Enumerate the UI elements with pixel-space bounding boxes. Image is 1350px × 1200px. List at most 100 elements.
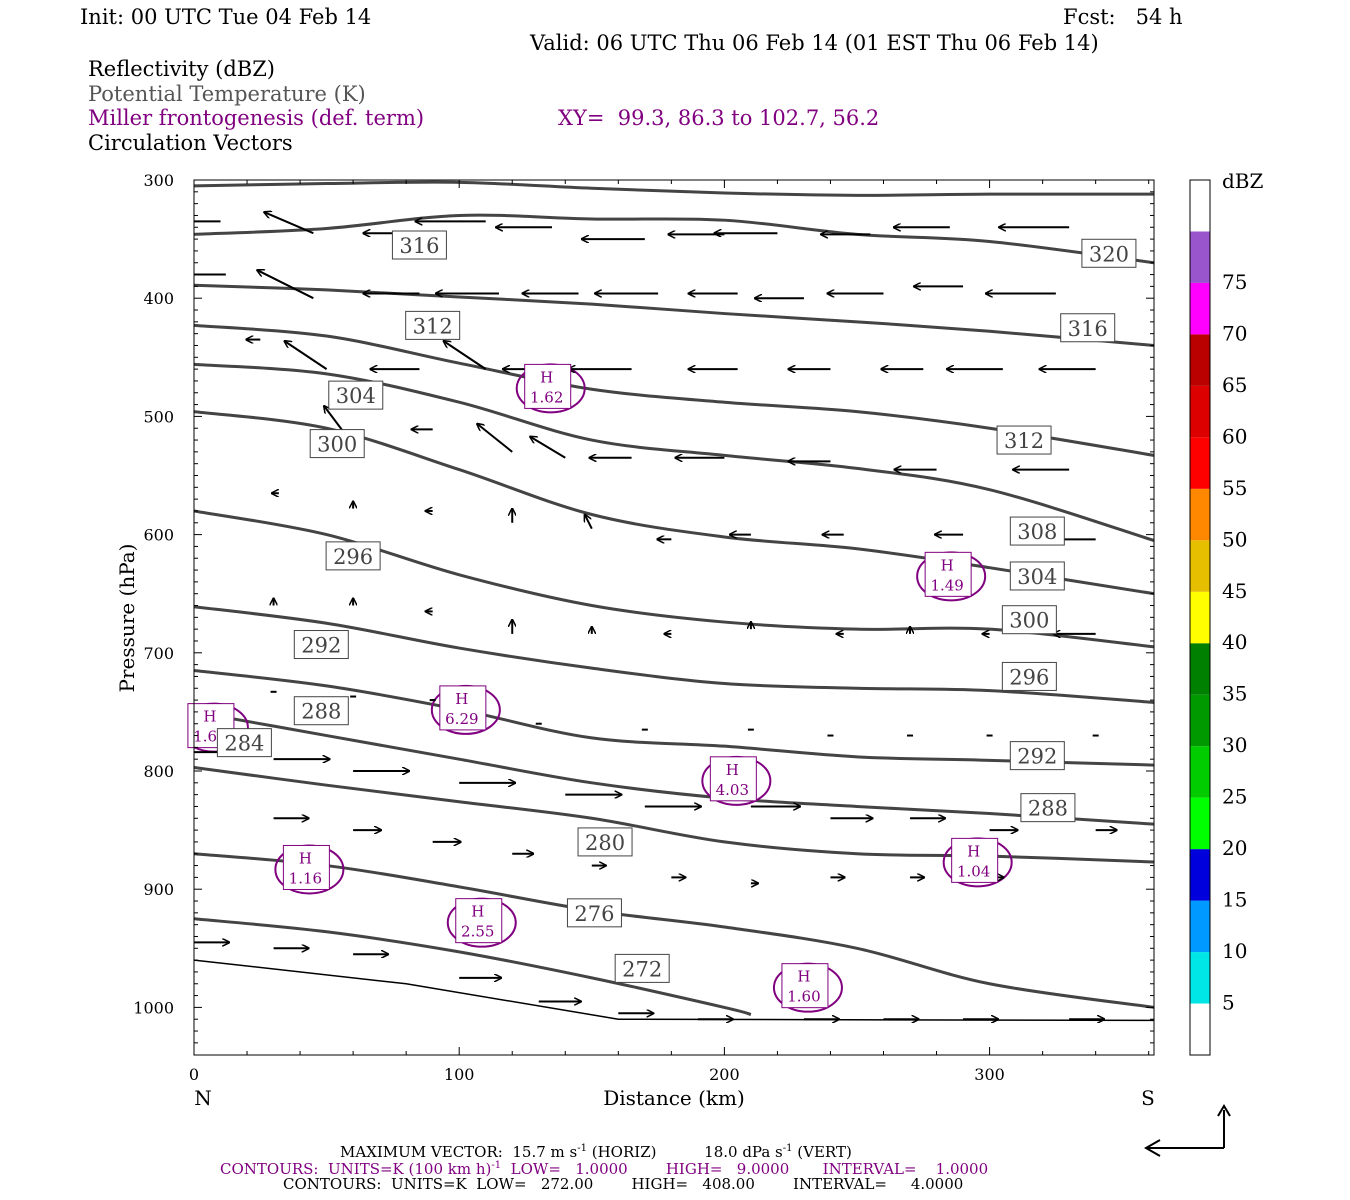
colorbar-segment — [1190, 900, 1210, 953]
colorbar-level-label: 70 — [1222, 321, 1247, 345]
frontogenesis-max-label: H — [967, 842, 980, 860]
colorbar-level-label: 15 — [1222, 888, 1247, 912]
theta-label-box — [577, 827, 633, 857]
colorbar-level-label: 5 — [1222, 991, 1235, 1015]
colorbar-segment — [1190, 231, 1210, 283]
theta-contours — [194, 180, 1154, 1022]
colorbar-level-label: 55 — [1222, 476, 1247, 500]
frontogenesis-max-label: H — [203, 708, 216, 726]
colorbar-level-label: 60 — [1222, 424, 1247, 448]
frontogenesis-max-box — [781, 963, 829, 1009]
theta-contour-288 — [194, 669, 1154, 767]
frontogenesis-max-value: 1.62 — [530, 388, 563, 406]
frontogenesis-max-label: H — [797, 968, 810, 986]
y-tick-label: 400 — [143, 289, 174, 308]
frontogenesis-max-value: 2.55 — [461, 923, 494, 941]
valid-time: Valid: 06 UTC Thu 06 Feb 14 (01 EST Thu … — [530, 31, 1099, 55]
x-axis-label: Distance (km) — [603, 1086, 745, 1110]
frontogenesis-max-box — [524, 363, 572, 409]
theta-label-box — [1001, 605, 1057, 635]
theta-label: 296 — [333, 545, 373, 569]
field-vectors: Circulation Vectors — [88, 131, 293, 155]
colorbar-segment — [1190, 591, 1210, 644]
colorbar-level-label: 25 — [1222, 785, 1247, 809]
theta-label: 308 — [1017, 520, 1057, 544]
frontogenesis-max-box — [951, 837, 999, 883]
theta-contour-296 — [194, 509, 1154, 649]
field-reflectivity: Reflectivity (dBZ) — [88, 57, 276, 81]
theta-label: 300 — [317, 433, 357, 457]
circulation-vector — [585, 515, 593, 530]
theta-label-box — [614, 953, 670, 983]
theta-label-box — [328, 380, 384, 410]
theta-label-box — [1009, 516, 1065, 546]
frontogenesis-max-label: H — [299, 849, 312, 867]
colorbar-level-label: 75 — [1222, 270, 1247, 294]
reference-vector-icon — [1143, 1104, 1231, 1157]
theta-label: 304 — [1017, 565, 1057, 589]
theta-label: 320 — [1089, 242, 1129, 266]
y-tick-label: 300 — [143, 171, 174, 190]
y-tick-label: 500 — [143, 407, 174, 426]
colorbar-segment — [1190, 180, 1210, 232]
frontogenesis-max-value: 1.04 — [957, 862, 990, 880]
theta-label: 288 — [1028, 797, 1068, 821]
colorbar-segment — [1190, 488, 1210, 541]
theta-label: 300 — [1009, 609, 1049, 633]
forecast-hour: Fcst: 54 h — [1063, 5, 1183, 29]
cross-section-endpoints: XY= 99.3, 86.3 to 102.7, 56.2 — [558, 106, 880, 130]
colorbar-level-label: 35 — [1222, 682, 1247, 706]
theta-contour-284 — [194, 710, 1154, 826]
theta-contour-308 — [194, 323, 1154, 457]
theta-label-box — [1009, 741, 1065, 771]
frontogenesis-max-value: 1.49 — [930, 576, 963, 594]
circulation-vector — [444, 341, 487, 370]
theta-label: 312 — [1004, 429, 1044, 453]
theta-label-box — [216, 728, 272, 758]
frontogenesis-max-label: H — [726, 761, 739, 779]
x-tick-label: 0 — [189, 1065, 199, 1084]
colorbar-level-label: 45 — [1222, 579, 1247, 603]
field-frontogenesis: Miller frontogenesis (def. term) — [88, 106, 425, 130]
y-tick-label: 600 — [143, 526, 174, 545]
theta-label: 276 — [574, 902, 614, 926]
colorbar-segment — [1190, 849, 1210, 901]
frontogenesis-max-box — [455, 898, 503, 944]
x-axis-left-end-label: N — [194, 1086, 212, 1110]
colorbar-frame — [1189, 179, 1211, 1056]
colorbar-level-label: 30 — [1222, 733, 1247, 757]
max-vector-note: MAXIMUM VECTOR: 15.7 m s-1 (HORIZ) 18.0 … — [340, 1143, 852, 1161]
theta-contour-info: CONTOURS: UNITS=K LOW= 272.00 HIGH= 408.… — [283, 1175, 964, 1193]
colorbar-segment — [1190, 797, 1210, 850]
theta-contour-304 — [194, 362, 1154, 542]
circulation-vector — [477, 424, 513, 453]
colorbar-level-label: 40 — [1222, 630, 1247, 654]
terrain-line — [194, 959, 1154, 1022]
circulation-vector — [257, 270, 314, 300]
colorbar-segment — [1190, 540, 1210, 592]
y-tick-label: 900 — [143, 880, 174, 899]
frontogenesis-max-box — [282, 844, 330, 890]
frontogenesis-max-label: H — [455, 690, 468, 708]
frontogenesis-contour-info: CONTOURS: UNITS=K (100 km h)-1 LOW= 1.00… — [220, 1160, 989, 1178]
colorbar-level-label: 65 — [1222, 373, 1247, 397]
circulation-vector — [285, 341, 328, 370]
theta-label: 316 — [1068, 317, 1108, 341]
frontogenesis-max-label: H — [540, 368, 553, 386]
frontogenesis-max-value: 1.16 — [289, 869, 322, 887]
x-tick-label: 100 — [444, 1065, 475, 1084]
theta-label-box — [1020, 793, 1076, 823]
colorbar-segment — [1190, 334, 1210, 386]
theta-label-box — [293, 630, 349, 660]
x-axis-right-end-label: S — [1141, 1086, 1155, 1110]
y-axis-label: Pressure (hPa) — [115, 544, 139, 693]
theta-label: 296 — [1009, 665, 1049, 689]
y-tick-label: 700 — [143, 644, 174, 663]
theta-label-box — [1001, 661, 1057, 691]
colorbar-segment — [1190, 746, 1210, 798]
theta-label-box — [325, 541, 381, 571]
y-tick-label: 1000 — [133, 998, 174, 1017]
colorbar-segment — [1190, 694, 1210, 747]
frontogenesis-max-box — [924, 551, 972, 597]
